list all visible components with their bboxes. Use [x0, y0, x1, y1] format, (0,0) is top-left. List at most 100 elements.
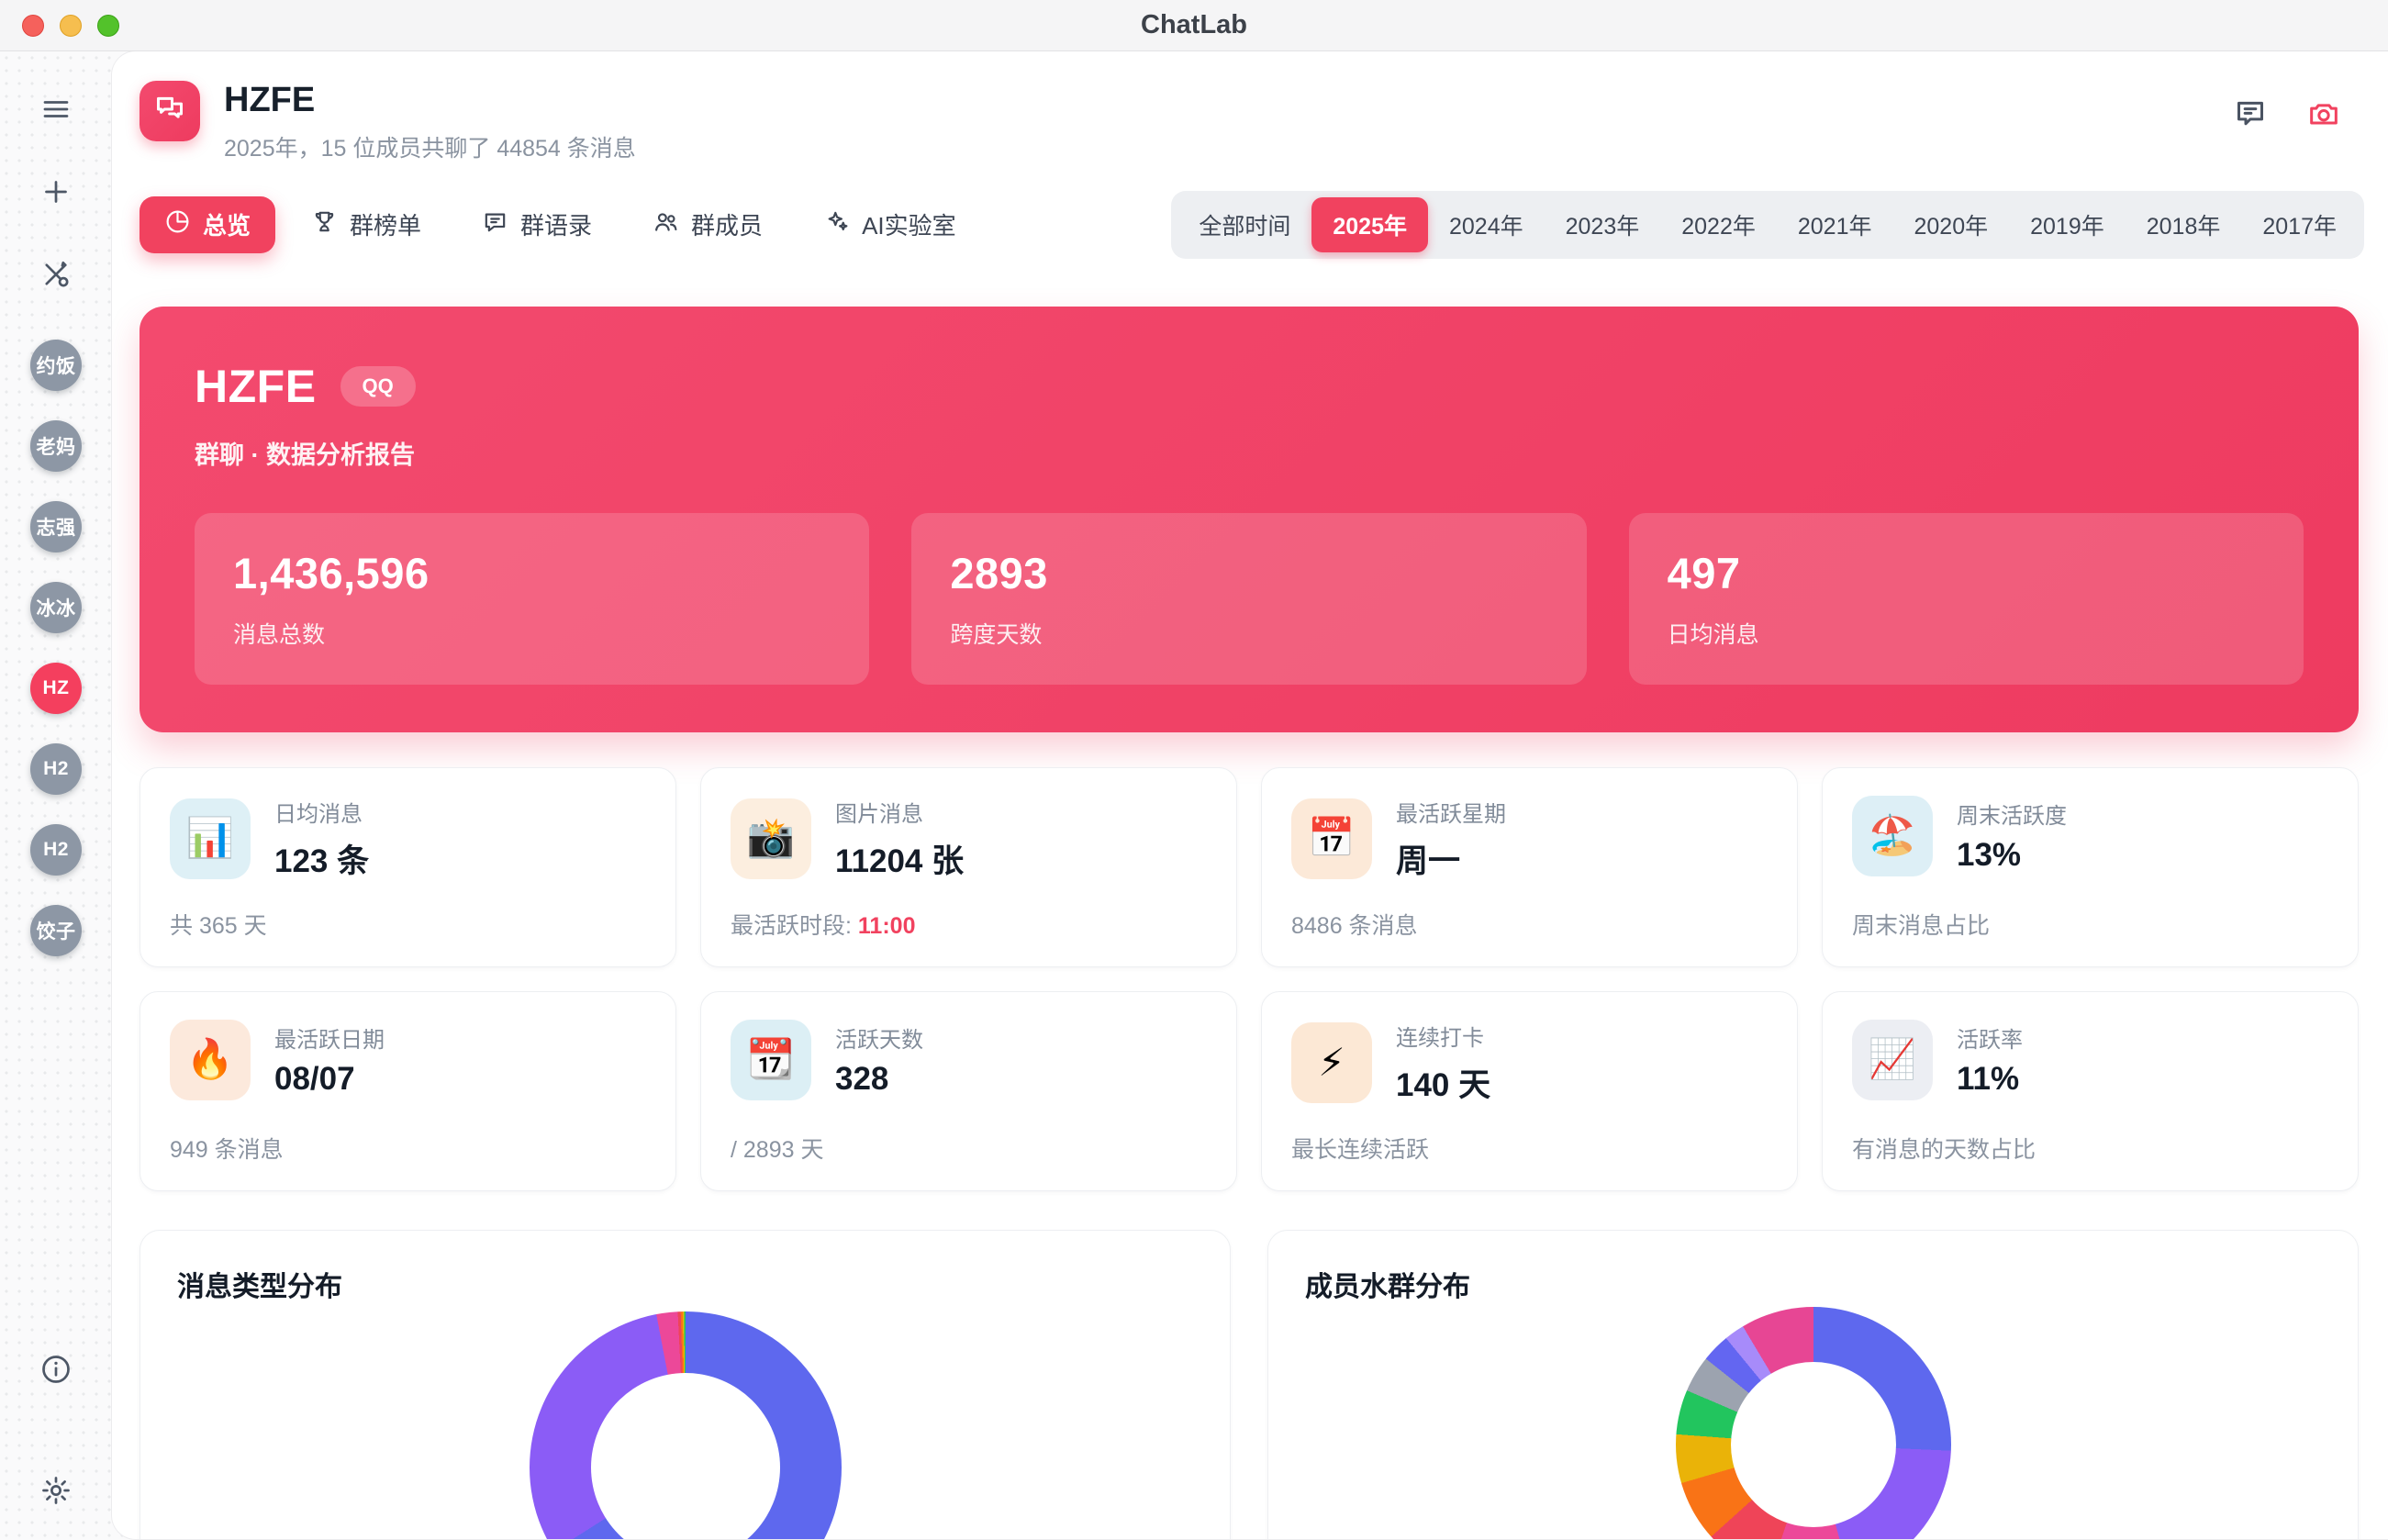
hero-stat-box: 497 日均消息	[1628, 512, 2304, 685]
tab-label: AI实验室	[862, 212, 956, 240]
tab-overview[interactable]: 总览	[139, 195, 276, 253]
stat-card-text: 周末活跃度 13%	[1957, 798, 2067, 874]
tab-1[interactable]: 群榜单	[286, 196, 446, 253]
year-option[interactable]: 2023年	[1545, 197, 1661, 252]
gear-icon[interactable]	[35, 1469, 77, 1512]
year-option[interactable]: 2019年	[2009, 197, 2126, 252]
tab-label: 群语录	[520, 212, 593, 240]
info-icon[interactable]	[35, 1348, 77, 1390]
stat-card-emoji-icon: 📅	[1291, 798, 1372, 879]
stat-card-value: 13%	[1957, 837, 2022, 874]
year-option[interactable]: 2024年	[1428, 197, 1545, 252]
stat-card-text: 最活跃星期 周一	[1396, 796, 1506, 882]
group-logo	[139, 81, 200, 141]
hero-stat-label: 日均消息	[1667, 621, 1759, 648]
hero-stat-label: 消息总数	[233, 621, 326, 648]
year-option[interactable]: 2022年	[1660, 197, 1777, 252]
stat-card-top: 🔥 最活跃日期 08/07	[170, 1019, 646, 1100]
stat-card-emoji-icon: 🏖️	[1852, 795, 1933, 876]
stat-card-label: 活跃率	[1957, 1028, 2023, 1054]
tab-label: 群榜单	[350, 212, 422, 240]
stat-card-emoji-icon: 📈	[1852, 1019, 1933, 1100]
stat-card-value: 123 条	[274, 843, 370, 879]
stat-card-footer: 共 365 天	[170, 912, 267, 939]
message-type-chart-card: 消息类型分布文字图片表情未知视频文件语音	[139, 1229, 1231, 1539]
tab-2[interactable]: 群语录	[457, 196, 617, 253]
stat-card-top: 📸 图片消息 11204 张	[731, 796, 1207, 882]
stat-card-footer: 有消息的天数占比	[1852, 1136, 2036, 1163]
stat-card-text: 活跃率 11%	[1957, 1021, 2023, 1098]
stat-card-text: 最活跃日期 08/07	[274, 1021, 385, 1098]
chart-title: 消息类型分布	[177, 1271, 342, 1302]
add-chat-icon[interactable]	[35, 171, 77, 213]
stat-card: 📆 活跃天数 328 / 2893 天	[700, 990, 1237, 1191]
tab-label: 总览	[203, 212, 251, 240]
stat-card-label: 最活跃星期	[1396, 801, 1506, 827]
minimize-window-button[interactable]	[60, 14, 82, 37]
hero-title: HZFE	[195, 360, 317, 412]
stat-card-grid: 📊 日均消息 123 条共 365 天 📸 图片消息 11204 张最活跃时段: 11:0…	[139, 766, 2359, 1191]
stat-card: 🔥 最活跃日期 08/07 949 条消息	[139, 990, 676, 1191]
stat-card-top: 📅 最活跃星期 周一	[1291, 796, 1768, 882]
year-option[interactable]: 全部时间	[1177, 197, 1311, 252]
zoom-window-button[interactable]	[97, 14, 119, 37]
feedback-bubble-icon[interactable]	[2232, 95, 2269, 132]
stat-card-footer: 949 条消息	[170, 1136, 284, 1163]
stat-card-top: 📈 活跃率 11%	[1852, 1019, 2328, 1100]
header-actions	[2232, 81, 2364, 132]
sidebar-chat-avatar-active[interactable]: HZ	[30, 663, 82, 714]
sidebar-chat-avatar[interactable]: H2	[30, 743, 82, 795]
tab-3[interactable]: 群成员	[628, 196, 787, 253]
tools-icon[interactable]	[35, 253, 77, 296]
chart-title: 成员水群分布	[1305, 1271, 1470, 1302]
donut-chart-area	[177, 1304, 1193, 1539]
stat-card-emoji-icon: 📆	[731, 1019, 811, 1100]
year-filter: 全部时间 2025年 2024年 2023年 2022年 2021年 2020年 2019年 2…	[1171, 190, 2364, 259]
hero-top: HZFE QQ	[195, 360, 2304, 413]
sidebar-chat-avatar[interactable]: 约饭	[30, 340, 82, 391]
hero-stats: 1,436,596 消息总数 2893 跨度天数 497 日均消息	[195, 512, 2304, 685]
platform-badge: QQ	[340, 365, 416, 407]
stat-card-value: 140 天	[1396, 1066, 1491, 1103]
donut-chart-area	[1305, 1304, 2321, 1539]
tab-4[interactable]: AI实验室	[798, 196, 981, 253]
stat-card-emoji-icon: 📸	[731, 798, 811, 879]
hero-stat-label: 跨度天数	[950, 621, 1043, 648]
camera-icon[interactable]	[2305, 95, 2342, 132]
member-activity-chart-card: 成员水群分布原味板烧鸡腿堡🍔夜喵你动森初级玩家我已经死了陶阿姨🏡Deadman爆…	[1267, 1229, 2359, 1539]
sidebar-chat-avatar[interactable]: 冰冰	[30, 582, 82, 633]
stat-card: 📸 图片消息 11204 张最活跃时段: 11:00	[700, 766, 1237, 967]
sparkles-icon	[823, 208, 850, 241]
stat-card-text: 活跃天数 328	[835, 1021, 923, 1098]
year-option[interactable]: 2017年	[2241, 197, 2358, 252]
quote-bubble-icon	[482, 208, 508, 241]
stat-card-label: 最活跃日期	[274, 1028, 385, 1054]
stat-card-top: 📆 活跃天数 328	[731, 1019, 1207, 1100]
year-option[interactable]: 2025年	[1311, 196, 1428, 252]
stat-card-label: 图片消息	[835, 801, 923, 827]
stat-card-top: ⚡ 连续打卡 140 天	[1291, 1020, 1768, 1106]
menu-icon[interactable]	[35, 88, 77, 130]
trophy-icon	[311, 208, 338, 241]
sidebar-chat-avatar[interactable]: 老妈	[30, 420, 82, 472]
stat-card-footer: 周末消息占比	[1852, 912, 1991, 939]
close-window-button[interactable]	[22, 14, 44, 37]
page-header: HZFE 2025年，15 位成员共聊了 44854 条消息	[139, 81, 2364, 163]
stat-card: 📅 最活跃星期 周一 8486 条消息	[1261, 766, 1798, 967]
page-title: HZFE	[224, 81, 316, 119]
stat-card-label: 日均消息	[274, 801, 363, 827]
hero-stat-value: 1,436,596	[233, 548, 430, 597]
header-text: HZFE 2025年，15 位成员共聊了 44854 条消息	[224, 81, 636, 163]
members-icon	[653, 208, 679, 241]
nav-row: 总览 群榜单 群语录 群成员 AI实验室 全部时间 2025年 2024年 2023年 2022…	[139, 190, 2364, 259]
year-option[interactable]: 2020年	[1893, 197, 2010, 252]
window-titlebar: ChatLab	[0, 0, 2388, 51]
year-option[interactable]: 2021年	[1777, 197, 1893, 252]
sidebar-chat-avatar[interactable]: H2	[30, 824, 82, 876]
sidebar-chat-avatar[interactable]: 饺子	[30, 905, 82, 956]
stat-card-value: 11%	[1957, 1061, 2020, 1098]
stat-card: 🏖️ 周末活跃度 13% 周末消息占比	[1822, 766, 2359, 967]
year-option[interactable]: 2018年	[2126, 197, 2242, 252]
stat-card-text: 连续打卡 140 天	[1396, 1020, 1490, 1106]
sidebar-chat-avatar[interactable]: 志强	[30, 501, 82, 552]
